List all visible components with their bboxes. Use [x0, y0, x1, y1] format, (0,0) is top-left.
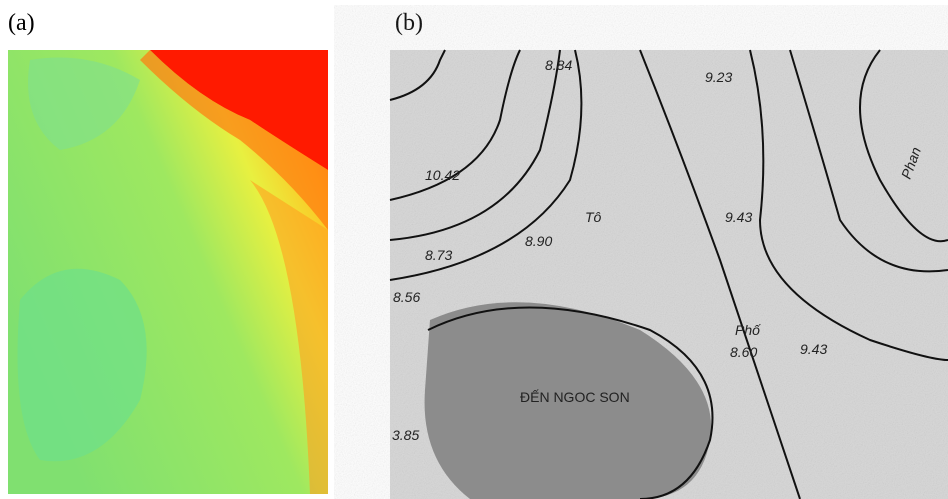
map-label: ĐẾN NGOC SON	[520, 389, 630, 405]
map-label: 8.73	[425, 247, 452, 263]
figure: (a) (b) 8.84 9.23 10.42 Tô 8.90 8.73 8.5…	[0, 0, 948, 499]
map-label: 9.43	[725, 209, 752, 225]
map-label: 9.43	[800, 341, 827, 357]
scanned-map	[390, 50, 948, 499]
panel-label: (b)	[395, 10, 423, 36]
map-label: 8.56	[393, 289, 420, 305]
map-label: 9.23	[705, 69, 732, 85]
map-label: 10.42	[425, 167, 460, 183]
map-label: Phố	[735, 322, 761, 338]
map-label: 8.84	[545, 57, 572, 73]
map-label: 3.85	[392, 427, 419, 443]
map-label: Tô	[585, 209, 602, 225]
map-label: 8.60	[730, 344, 757, 360]
panel-label: (a)	[8, 10, 35, 36]
map-label: 8.90	[525, 233, 552, 249]
contour-map	[8, 50, 328, 494]
